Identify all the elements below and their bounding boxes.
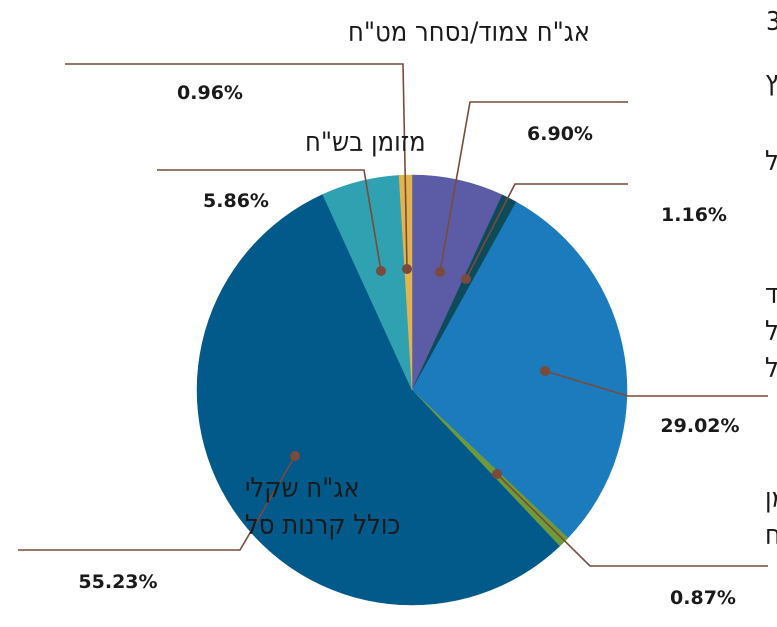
slice-value-label: 55.23% — [78, 571, 157, 593]
pie-slice — [411, 201, 628, 539]
slice-label: מניות בארץ — [765, 66, 777, 97]
slice-label: כולל קרנות סל — [245, 510, 400, 541]
slice-label: אג"ח צמוד/נסחר מט"ח — [348, 17, 590, 48]
leader-line — [65, 63, 408, 270]
slice-label: מזומן בש"ח — [305, 127, 426, 158]
leader-dot — [435, 267, 445, 277]
leader-dot — [492, 469, 502, 479]
leader-lines — [18, 63, 768, 567]
leader-line — [496, 473, 768, 567]
leader-line — [157, 169, 382, 272]
slice-value-label: 0.96% — [177, 82, 243, 104]
slice-value-label: 6.90% — [527, 123, 593, 145]
slice-label: אג"ח שקלי — [245, 473, 360, 504]
slice-label: מניות חו"ל — [765, 146, 777, 177]
leader-dot — [290, 451, 300, 461]
leader-line — [465, 183, 628, 280]
slice-label: קרנות סל — [765, 353, 777, 384]
slice-label: אג"ח צמוד — [765, 279, 777, 310]
leader-dot — [376, 266, 386, 276]
pie-slices — [196, 174, 628, 606]
leader-line — [18, 455, 296, 551]
leader-dot — [402, 264, 412, 274]
slice-label: מזומן — [765, 483, 777, 514]
slice-value-label: 29.02% — [660, 415, 739, 437]
slice-label: מדד כולל — [765, 316, 777, 347]
slice-value-label: 0.87% — [670, 587, 736, 609]
slice-value-label: 1.16% — [661, 204, 727, 226]
slice-labels: מניות בארץ 6.90% מניות חו"ל 1.16% אג"ח צמוד מ… — [78, 17, 777, 609]
leader-line — [439, 101, 628, 273]
leader-dot — [461, 274, 471, 284]
leader-line — [544, 370, 768, 397]
leader-dot — [540, 366, 550, 376]
date-note: נכון לתאריך 31.07.2025 — [766, 7, 777, 37]
pie-slice — [196, 194, 561, 606]
slice-value-label: 5.86% — [203, 190, 269, 212]
slice-label: במט"ח — [765, 520, 777, 551]
